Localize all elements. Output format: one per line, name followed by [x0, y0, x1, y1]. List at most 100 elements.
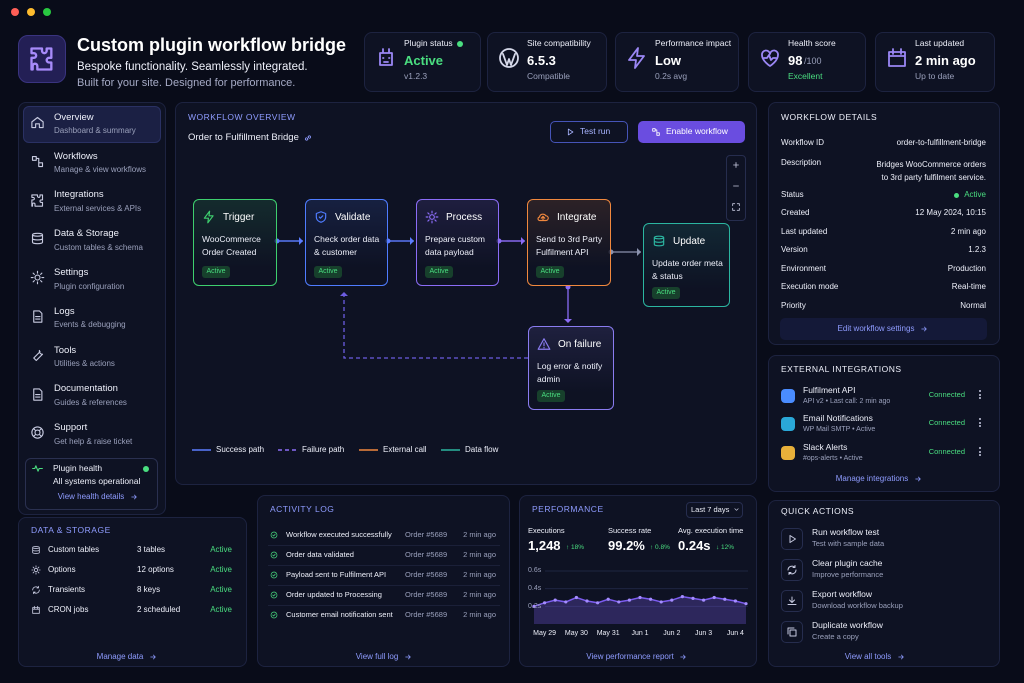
action-icon-box[interactable] [781, 621, 803, 643]
node-badge [202, 266, 230, 278]
action-sub[interactable]: Create a copy [812, 632, 859, 642]
integration-name: Fulfilment API [803, 385, 856, 396]
action-title[interactable]: Run workflow test [812, 527, 880, 538]
menu-dot [979, 418, 981, 420]
nav-title[interactable]: Logs [54, 305, 75, 317]
node-desc[interactable]: WooCommerce Order Created [202, 234, 261, 257]
link[interactable]: View full log [355, 651, 399, 661]
link-arrow-shape [404, 654, 411, 660]
node-title[interactable]: Update [673, 235, 706, 247]
chevron-shape [734, 508, 739, 511]
node-icon [653, 235, 665, 247]
activity-event: Workflow executed successfully [286, 530, 392, 540]
node-title[interactable]: On failure [558, 338, 602, 350]
node-icon-shape [425, 210, 439, 224]
x-tick-label: May 29 [533, 630, 557, 638]
nav-title[interactable]: Documentation [54, 383, 118, 395]
section-heading: EXTERNAL INTEGRATIONS [781, 364, 902, 375]
nav-sub[interactable]: Manage & view workflows [54, 165, 147, 175]
nav-title[interactable]: Support [54, 422, 88, 434]
activity-order: Order #5689 [405, 570, 448, 580]
range-label[interactable]: Last 7 days [691, 505, 730, 515]
details-link-bar[interactable] [780, 318, 987, 340]
action-sub[interactable]: Download workflow backup [812, 601, 903, 611]
nav-icon-shape [31, 116, 44, 129]
node-title[interactable]: Trigger [223, 211, 255, 223]
stat-value: 6.5.3 [527, 52, 556, 68]
action-icon-box[interactable] [781, 559, 803, 581]
workflow-node[interactable] [193, 199, 277, 286]
node-badge [314, 266, 342, 278]
nav-title[interactable]: Settings [54, 267, 89, 279]
fit-view-shape [732, 203, 740, 211]
health-title: Plugin health [53, 463, 103, 474]
nav-title[interactable]: Integrations [54, 189, 104, 201]
link[interactable]: View health details [57, 491, 125, 501]
link[interactable]: View performance report [586, 651, 674, 661]
enable-button[interactable] [638, 121, 745, 143]
stat-icon [499, 48, 519, 68]
node-desc[interactable]: Check order data & customer [314, 234, 380, 257]
storage-icon [32, 605, 40, 614]
link[interactable]: Edit workflow settings [837, 323, 915, 333]
node-desc[interactable]: Prepare custom data payload [425, 234, 485, 257]
menu-dot [979, 390, 981, 392]
nav-title[interactable]: Data & Storage [54, 228, 119, 240]
node-title[interactable]: Process [446, 211, 483, 223]
integration-meta: WP Mail SMTP • Active [803, 426, 876, 434]
button-label[interactable]: Enable workflow [666, 126, 728, 137]
action-title[interactable]: Clear plugin cache [812, 558, 883, 569]
zoom-in [733, 162, 739, 168]
action-sub[interactable]: Improve performance [812, 570, 884, 580]
link[interactable]: Manage data [96, 651, 144, 661]
metric-change: ↓ 12% [716, 543, 735, 551]
node-desc[interactable]: Log error & notify admin [537, 361, 603, 384]
link-arrow [897, 654, 904, 660]
enable-icon-shape [652, 128, 660, 136]
link[interactable]: Manage integrations [835, 473, 909, 483]
nav-sub[interactable]: Utilities & actions [54, 359, 115, 369]
action-icon-box[interactable] [781, 528, 803, 550]
section-heading: DATA & STORAGE [31, 525, 111, 536]
nav-title[interactable]: Workflows [54, 150, 98, 162]
integration-name: Email Notifications [803, 413, 873, 424]
nav-sub[interactable]: Dashboard & summary [54, 126, 136, 136]
action-icon-box[interactable] [781, 590, 803, 612]
link[interactable]: View all tools [844, 651, 892, 661]
button-label[interactable]: Test run [580, 126, 611, 137]
health-status: All systems operational [53, 476, 141, 487]
action-title[interactable]: Export workflow [812, 589, 872, 600]
activity-event: Payload sent to Fulfilment API [286, 570, 387, 580]
node-title[interactable]: Validate [335, 211, 371, 223]
detail-value: Bridges WooCommerce orders to 3rd party … [876, 159, 986, 182]
menu-dot [979, 454, 981, 456]
stat-sub: Excellent [788, 71, 823, 82]
check-icon [270, 531, 278, 539]
node-title[interactable]: Integrate [557, 211, 597, 223]
node-desc[interactable]: Update order meta & status [652, 258, 723, 281]
nav-title[interactable]: Tools [54, 344, 77, 356]
nav-title[interactable]: Overview [54, 111, 94, 123]
nav-icon-shape [31, 193, 44, 207]
metric-change: ↑ 0.8% [650, 543, 670, 551]
storage-status: Active [210, 544, 232, 554]
action-sub[interactable]: Test with sample data [812, 539, 885, 549]
nav-sub[interactable]: Plugin configuration [54, 281, 125, 291]
test-run-button[interactable] [550, 121, 628, 143]
node-icon-shape [653, 235, 665, 247]
y-tick-label: 0.6s [528, 567, 542, 575]
nav-sub[interactable]: Get help & raise ticket [54, 436, 133, 446]
range-select[interactable] [686, 502, 743, 518]
node-desc[interactable]: Send to 3rd Party Fulfilment API [536, 234, 603, 257]
integration-logo [781, 446, 795, 460]
nav-sub[interactable]: Events & debugging [54, 320, 126, 330]
nav-icon [31, 116, 44, 129]
detail-value: Normal [960, 300, 986, 310]
node-icon [315, 211, 327, 223]
nav-sub[interactable]: External services & APIs [54, 203, 142, 213]
nav-sub[interactable]: Guides & references [54, 397, 127, 407]
stat-value: 98 [788, 52, 803, 68]
stat-icon-shape [628, 47, 645, 69]
nav-sub[interactable]: Custom tables & schema [54, 242, 143, 252]
action-title[interactable]: Duplicate workflow [812, 620, 883, 631]
